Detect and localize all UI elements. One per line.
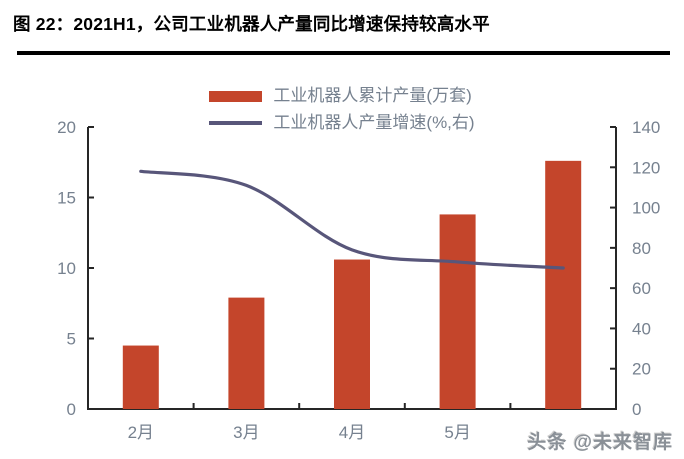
right-axis-tick-label: 80 xyxy=(632,239,651,258)
watermark: 头条 @未来智库 xyxy=(527,432,673,453)
left-axis-tick-label: 10 xyxy=(57,259,76,278)
left-axis-tick-label: 15 xyxy=(57,189,76,208)
line-series-swatch-icon xyxy=(209,121,263,125)
right-axis-tick-label: 140 xyxy=(632,118,660,137)
bar-segment xyxy=(334,259,370,409)
title-divider xyxy=(17,51,670,55)
right-axis-tick-label: 20 xyxy=(632,360,651,379)
x-axis-category-label: 3月 xyxy=(233,423,259,442)
growth-rate-line xyxy=(139,169,565,270)
chart-legend: 工业机器人累计产量(万套) 工业机器人产量增速(%,右) xyxy=(0,86,684,133)
right-axis-tick-label: 40 xyxy=(632,319,651,338)
figure-title: 图 22：2021H1，公司工业机器人产量同比增速保持较高水平 xyxy=(13,14,490,34)
x-axis-category-label: 2月 xyxy=(128,423,154,442)
x-axis-category-label: 4月 xyxy=(339,423,365,442)
right-axis-tick-label: 0 xyxy=(632,400,641,419)
bar-segment xyxy=(545,160,582,409)
left-axis-tick-label: 0 xyxy=(67,400,76,419)
bar-series-swatch-icon xyxy=(209,90,263,102)
chart-legend-items: 工业机器人累计产量(万套) 工业机器人产量增速(%,右) xyxy=(209,86,475,133)
right-axis-tick-label: 60 xyxy=(632,279,651,298)
bar-segment xyxy=(439,214,476,409)
left-axis-tick-label: 20 xyxy=(57,118,76,137)
legend-item-growth-rate: 工业机器人产量增速(%,右) xyxy=(209,113,475,133)
right-axis-tick-label: 120 xyxy=(632,158,660,177)
right-axis-tick-label: 100 xyxy=(632,199,660,218)
legend-label-growth-rate: 工业机器人产量增速(%,右) xyxy=(273,113,475,132)
bar-segment xyxy=(228,297,265,409)
legend-item-cumulative-production: 工业机器人累计产量(万套) xyxy=(209,86,472,106)
left-axis-tick-label: 5 xyxy=(67,330,76,349)
legend-label-cumulative-production: 工业机器人累计产量(万套) xyxy=(273,86,472,105)
x-axis-category-label: 5月 xyxy=(444,423,470,442)
bar-segment xyxy=(122,345,159,409)
